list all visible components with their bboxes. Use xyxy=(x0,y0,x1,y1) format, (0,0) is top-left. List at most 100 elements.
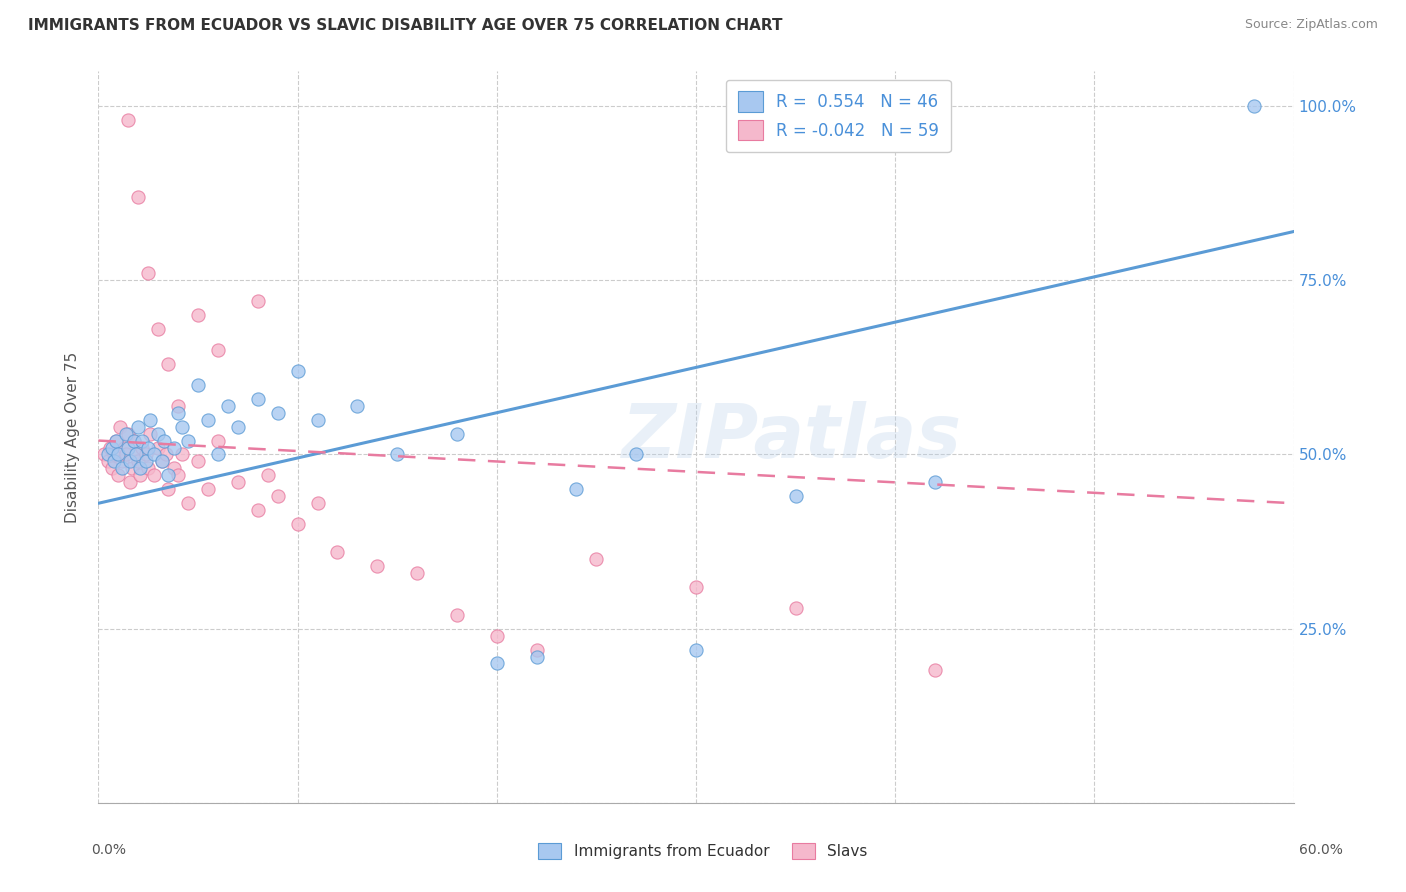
Point xyxy=(267,406,290,420)
Point xyxy=(207,343,229,357)
Point xyxy=(155,448,177,462)
Point xyxy=(585,552,607,566)
Point xyxy=(685,642,707,657)
Point xyxy=(101,441,124,455)
Point xyxy=(177,496,200,510)
Point xyxy=(246,503,269,517)
Point xyxy=(150,454,173,468)
Point xyxy=(105,434,128,448)
Point xyxy=(485,657,508,671)
Point xyxy=(136,441,159,455)
Point xyxy=(167,399,190,413)
Point xyxy=(136,266,159,280)
Point xyxy=(103,454,125,468)
Point xyxy=(385,448,409,462)
Point xyxy=(124,434,146,448)
Point xyxy=(446,426,468,441)
Point xyxy=(246,392,269,406)
Point xyxy=(1243,99,1265,113)
Point xyxy=(93,448,115,462)
Point xyxy=(177,434,200,448)
Point xyxy=(685,580,707,594)
Point xyxy=(226,419,249,434)
Point xyxy=(256,468,278,483)
Point xyxy=(197,412,219,426)
Point xyxy=(287,364,309,378)
Point xyxy=(287,517,309,532)
Point xyxy=(187,308,209,322)
Point xyxy=(148,441,170,455)
Point xyxy=(127,419,149,434)
Point xyxy=(124,434,146,448)
Point xyxy=(103,448,125,462)
Point xyxy=(924,664,946,678)
Point xyxy=(107,468,129,483)
Point xyxy=(127,190,149,204)
Point xyxy=(485,629,508,643)
Legend: R =  0.554   N = 46, R = -0.042   N = 59: R = 0.554 N = 46, R = -0.042 N = 59 xyxy=(725,79,950,152)
Point xyxy=(446,607,468,622)
Point xyxy=(111,454,134,468)
Point xyxy=(150,454,173,468)
Point xyxy=(139,412,162,426)
Point xyxy=(111,461,134,475)
Point xyxy=(131,434,153,448)
Point xyxy=(157,483,180,497)
Point xyxy=(172,448,194,462)
Point xyxy=(626,448,648,462)
Point xyxy=(129,468,152,483)
Point xyxy=(526,642,548,657)
Text: Source: ZipAtlas.com: Source: ZipAtlas.com xyxy=(1244,18,1378,31)
Point xyxy=(136,461,159,475)
Point xyxy=(163,461,186,475)
Point xyxy=(120,454,142,468)
Point xyxy=(97,448,120,462)
Point xyxy=(207,434,229,448)
Point xyxy=(107,448,129,462)
Point xyxy=(115,426,138,441)
Point xyxy=(217,399,239,413)
Point xyxy=(167,406,190,420)
Point xyxy=(121,461,143,475)
Point xyxy=(157,357,180,371)
Point xyxy=(366,558,388,573)
Point xyxy=(105,434,128,448)
Text: 60.0%: 60.0% xyxy=(1299,843,1343,857)
Point xyxy=(125,448,148,462)
Point xyxy=(115,448,138,462)
Point xyxy=(207,448,229,462)
Point xyxy=(148,426,170,441)
Point xyxy=(167,468,190,483)
Point xyxy=(153,434,176,448)
Point xyxy=(98,441,122,455)
Text: ZIPatlas: ZIPatlas xyxy=(621,401,962,474)
Point xyxy=(129,461,152,475)
Point xyxy=(101,461,124,475)
Point xyxy=(97,454,120,468)
Point xyxy=(267,489,290,503)
Point xyxy=(127,454,149,468)
Point xyxy=(187,377,209,392)
Point xyxy=(924,475,946,490)
Point xyxy=(565,483,588,497)
Point xyxy=(110,419,132,434)
Point xyxy=(117,426,139,441)
Point xyxy=(117,113,139,128)
Point xyxy=(139,426,162,441)
Point xyxy=(157,468,180,483)
Point xyxy=(143,448,166,462)
Point xyxy=(307,412,329,426)
Point xyxy=(112,441,135,455)
Point xyxy=(785,489,807,503)
Point xyxy=(135,448,157,462)
Point xyxy=(197,483,219,497)
Point xyxy=(163,441,186,455)
Text: IMMIGRANTS FROM ECUADOR VS SLAVIC DISABILITY AGE OVER 75 CORRELATION CHART: IMMIGRANTS FROM ECUADOR VS SLAVIC DISABI… xyxy=(28,18,783,33)
Point xyxy=(785,600,807,615)
Point xyxy=(346,399,368,413)
Point xyxy=(187,454,209,468)
Point xyxy=(125,448,148,462)
Point xyxy=(246,294,269,309)
Point xyxy=(406,566,429,580)
Point xyxy=(143,468,166,483)
